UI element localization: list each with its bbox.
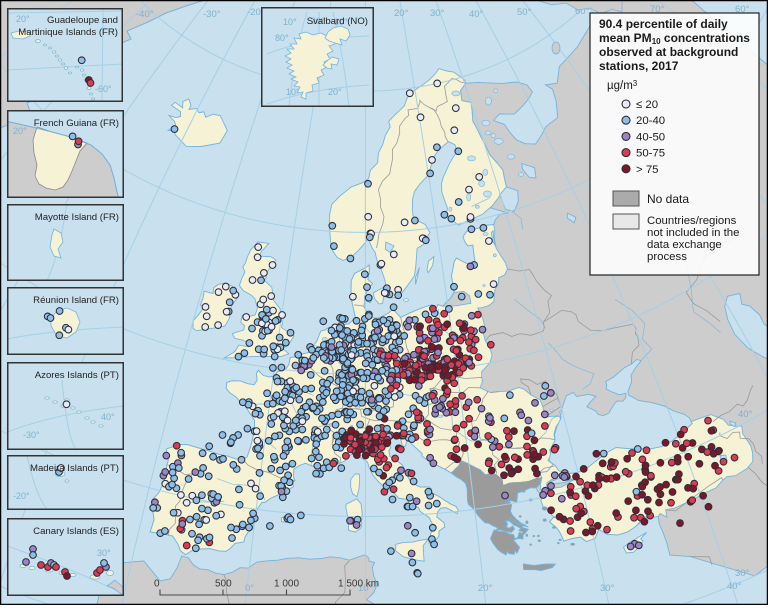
svg-text:90.4 percentile of daily: 90.4 percentile of daily [599,17,728,31]
svg-text:Mayotte Island (FR): Mayotte Island (FR) [35,212,119,223]
svg-text:-60°: -60° [95,84,112,94]
svg-text:40°: 40° [738,409,753,420]
svg-text:Countries/regions: Countries/regions [647,215,737,227]
svg-text:60°: 60° [575,6,590,17]
svg-text:stations, 2017: stations, 2017 [599,59,679,73]
svg-text:80°: 80° [275,33,289,43]
svg-text:30°: 30° [600,583,615,594]
svg-text:10°: 10° [283,17,297,27]
svg-text:30°: 30° [430,8,445,19]
svg-text:Madeira Islands (PT): Madeira Islands (PT) [30,463,119,474]
svg-text:0°: 0° [245,583,254,594]
svg-text:-40°: -40° [136,9,154,20]
svg-text:Guadeloupe and: Guadeloupe and [47,15,118,26]
svg-text:50-75: 50-75 [636,148,665,160]
svg-text:40°: 40° [727,581,742,592]
svg-text:≤ 20: ≤ 20 [636,99,658,111]
svg-text:Martinique Islands (FR): Martinique Islands (FR) [18,27,118,38]
svg-text:30°: 30° [97,548,111,558]
svg-text:-30°: -30° [23,430,40,440]
svg-text:-30°: -30° [203,9,221,20]
svg-text:40°: 40° [469,9,484,20]
svg-text:20°: 20° [311,16,325,26]
svg-text:10°: 10° [286,87,300,97]
svg-text:1 000: 1 000 [274,579,299,590]
svg-text:observed at background: observed at background [599,45,738,59]
svg-text:Azores Islands (PT): Azores Islands (PT) [35,370,119,381]
svg-text:No data: No data [647,192,689,206]
svg-text:20°: 20° [478,583,493,594]
svg-text:> 75: > 75 [636,164,659,176]
svg-text:30°: 30° [735,568,750,579]
svg-text:20°: 20° [328,87,342,97]
svg-text:10°: 10° [358,583,373,594]
svg-text:0: 0 [154,579,160,590]
svg-text:20-40: 20-40 [636,115,665,127]
svg-text:mean PM10 concentrations: mean PM10 concentrations [599,31,750,46]
svg-text:Réunion Island (FR): Réunion Island (FR) [33,295,119,306]
svg-text:50°: 50° [517,7,532,18]
svg-text:process: process [647,251,687,263]
svg-text:20°: 20° [394,8,409,19]
svg-text:20°: 20° [13,126,27,136]
svg-text:-20°: -20° [247,7,265,18]
svg-text:70°: 70° [650,4,665,15]
svg-text:40-50: 40-50 [636,131,665,143]
svg-text:30°: 30° [334,17,348,27]
svg-text:-20°: -20° [13,491,30,501]
svg-text:data exchange: data exchange [647,239,722,251]
svg-text:500: 500 [215,579,232,590]
svg-text:French Guiana (FR): French Guiana (FR) [34,118,119,129]
svg-text:1 500 km: 1 500 km [338,579,379,590]
svg-text:Svalbard (NO): Svalbard (NO) [307,16,368,27]
svg-text:not included in the: not included in the [647,227,739,239]
svg-text:60°: 60° [735,4,750,15]
svg-text:20°: 20° [16,14,30,24]
svg-text:40°: 40° [101,412,115,422]
svg-text:Canary Islands (ES): Canary Islands (ES) [33,526,119,537]
svg-text:µg/m3: µg/m3 [607,79,638,92]
